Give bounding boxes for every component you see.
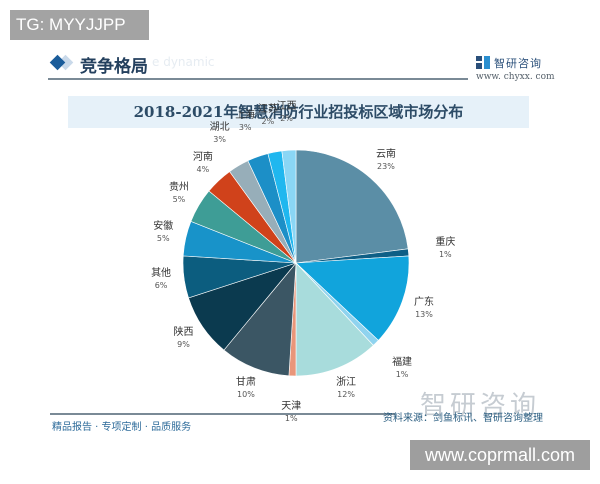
slice-label: 陕西 9% <box>174 327 194 351</box>
slice-label-value: 10% <box>237 390 255 400</box>
brand-logo-url: www. chyxx. com <box>476 72 555 82</box>
slice-label-name: 其他 <box>151 268 172 280</box>
pie-slice <box>281 149 297 264</box>
slice-label-name: 贵州 <box>168 181 189 193</box>
slice-label-value: 1% <box>395 370 409 380</box>
pie-slice <box>295 262 374 377</box>
source-note: 资料来源：剑鱼标讯、智研咨询整理 <box>383 413 543 424</box>
watermark-logo: 智研咨询 <box>420 391 541 421</box>
slice-label-name: 浙江 <box>336 377 357 389</box>
slice-label-value: 5% <box>172 194 186 204</box>
footer-divider <box>50 413 395 415</box>
slice-label: 贵州 5% <box>169 182 189 206</box>
slice-label-name: 天津 <box>281 400 302 412</box>
pie-slice <box>295 149 409 264</box>
pie-slice <box>295 255 410 341</box>
slice-label: 甘肃 10% <box>236 377 256 401</box>
slice-label-value: 3% <box>238 122 252 132</box>
slice-label: 江苏 2% <box>258 104 278 128</box>
slice-label-name: 福建 <box>392 357 413 369</box>
slice-label: 其他 6% <box>151 268 171 292</box>
slice-label-value: 13% <box>415 310 433 320</box>
slice-label-value: 12% <box>337 390 355 400</box>
slice-label-name: 安徽 <box>153 221 174 233</box>
slice-label-name: 江西 <box>276 101 297 113</box>
slice-label: 上海 3% <box>235 110 255 134</box>
brand-logo-text: 智研咨询 <box>494 57 542 70</box>
top-watermark-badge: TG: MYYJJPP <box>10 10 149 40</box>
slice-label-value: 23% <box>377 161 395 171</box>
slice-label-name: 重庆 <box>435 236 456 248</box>
slice-label: 湖北 3% <box>210 122 230 146</box>
slice-label-name: 湖北 <box>209 121 230 133</box>
section-ghost-text: e dynamic <box>152 55 215 69</box>
slice-label-name: 甘肃 <box>235 377 256 389</box>
slice-label-value: 1% <box>438 249 452 259</box>
header-divider <box>48 78 468 80</box>
chart-title: 2018-2021年智慧消防行业招投标区域市场分布 <box>133 103 464 121</box>
slice-label-name: 江苏 <box>257 103 278 115</box>
slice-label: 天津 1% <box>281 401 301 425</box>
brand-logo-icon <box>476 56 490 69</box>
slice-label-name: 陕西 <box>173 327 194 339</box>
chart-title-band: 2018-2021年智慧消防行业招投标区域市场分布 <box>68 96 529 128</box>
slice-label: 浙江 12% <box>336 377 356 401</box>
slice-label-name: 河南 <box>192 151 213 163</box>
slice-label-value: 1% <box>284 413 298 423</box>
slice-label-name: 广东 <box>413 297 434 309</box>
pie-slice <box>223 262 297 377</box>
slice-label-name: 上海 <box>235 109 256 121</box>
slice-label-value: 5% <box>156 234 170 244</box>
slice-label: 福建 1% <box>392 357 412 381</box>
section-title: 竞争格局 <box>80 57 148 77</box>
footer-tagline: 精品报告 · 专项定制 · 品质服务 <box>52 422 192 433</box>
slice-label-value: 2% <box>261 116 275 126</box>
bottom-watermark-badge: www.coprmall.com <box>410 440 590 470</box>
slice-label: 江西 2% <box>277 101 297 125</box>
slice-label-value: 2% <box>280 114 293 124</box>
slice-label-value: 4% <box>196 164 210 174</box>
slice-label-name: 云南 <box>375 148 396 160</box>
slice-label: 安徽 5% <box>153 221 173 245</box>
slice-label-value: 9% <box>177 340 190 350</box>
slice-label: 河南 4% <box>193 152 213 176</box>
slice-label-value: 3% <box>213 134 226 144</box>
slice-label: 云南 23% <box>376 149 396 173</box>
slice-label-value: 6% <box>154 281 168 291</box>
slice-label: 重庆 1% <box>435 237 455 261</box>
slice-label: 广东 13% <box>414 297 434 321</box>
